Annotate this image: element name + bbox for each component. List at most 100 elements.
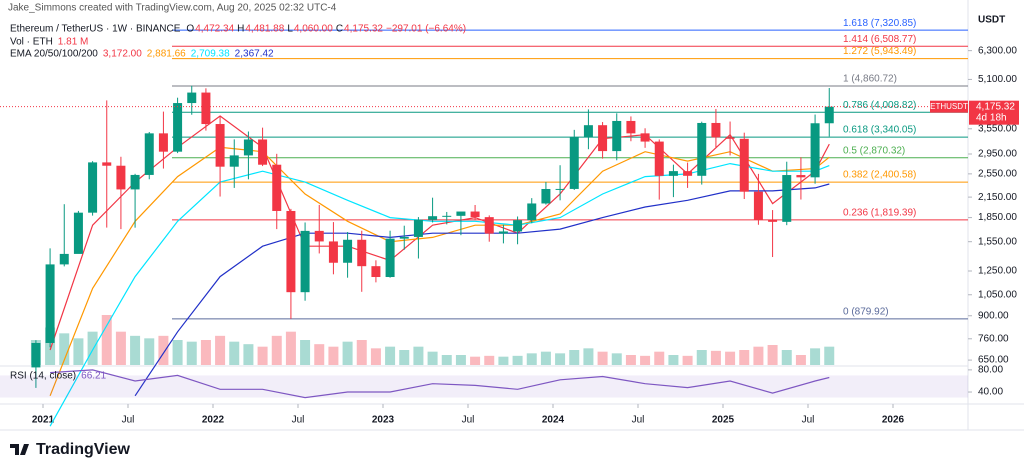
candle-body bbox=[555, 188, 565, 190]
y-tick-label: 760.00 bbox=[978, 333, 1009, 344]
legend-text: 4,481.88 bbox=[245, 24, 284, 35]
volume-bar bbox=[427, 351, 438, 365]
volume-bar bbox=[158, 335, 169, 365]
volume-bar bbox=[370, 348, 381, 365]
legend-text: Vol · ETH bbox=[10, 37, 53, 48]
price-tag bbox=[969, 100, 1019, 125]
candle-body bbox=[711, 122, 721, 138]
legend-text: RSI (14, close) bbox=[10, 371, 76, 382]
x-tick-label: 2026 bbox=[882, 415, 905, 426]
y-tick-label: 1,250.00 bbox=[978, 266, 1017, 277]
candle-body bbox=[73, 212, 83, 254]
candle-body bbox=[343, 239, 353, 263]
volume-bar bbox=[781, 350, 792, 365]
volume-bar bbox=[654, 351, 665, 365]
legend-text: 2,881.66 bbox=[147, 49, 186, 60]
candle-body bbox=[300, 230, 310, 293]
volume-bar bbox=[73, 338, 84, 365]
candle-body bbox=[442, 215, 452, 217]
x-tick-label: 2021 bbox=[32, 415, 55, 426]
symbol-tag bbox=[930, 100, 968, 113]
y-tick-label: 5,100.00 bbox=[978, 74, 1017, 85]
candle-body bbox=[753, 191, 763, 220]
volume-bar bbox=[739, 350, 750, 365]
legend-text: Ethereum / TetherUS · 1W · BINANCE bbox=[10, 24, 181, 35]
volume-bar bbox=[356, 340, 367, 365]
candle-body bbox=[668, 171, 678, 176]
legend-text: 1.81 M bbox=[58, 37, 89, 48]
candle-body bbox=[697, 122, 707, 176]
legend-text: H bbox=[237, 24, 244, 35]
candle-body bbox=[243, 139, 253, 156]
fib-label: 0.5 (2,870.32) bbox=[843, 145, 905, 156]
candle-body bbox=[484, 217, 494, 234]
currency: USDT bbox=[978, 15, 1005, 26]
y-tick-label: 2,150.00 bbox=[978, 192, 1017, 203]
volume-bar bbox=[583, 348, 594, 365]
volume-bar bbox=[484, 355, 495, 365]
rsi-line bbox=[50, 369, 830, 399]
price-tag-label: 4,175.32 bbox=[976, 101, 1015, 112]
candle-body bbox=[810, 123, 820, 178]
legend-text: O bbox=[186, 24, 194, 35]
fib-label: 1 (4,860.72) bbox=[843, 74, 897, 85]
y-tick-label: 1,550.00 bbox=[978, 236, 1017, 247]
candle-body bbox=[541, 188, 551, 204]
volume-bar bbox=[710, 350, 721, 365]
volume-bar bbox=[215, 335, 226, 365]
legend-text: 4,175.32 bbox=[344, 24, 383, 35]
symbol-tag-label: ETHUSDT bbox=[930, 102, 968, 111]
rsi-tick-label: 80.00 bbox=[978, 365, 1003, 376]
y-tick-label: 650.00 bbox=[978, 355, 1009, 366]
legend-text: C bbox=[336, 24, 343, 35]
candle-body bbox=[456, 211, 466, 216]
x-tick-label: 2024 bbox=[542, 415, 565, 426]
x-tick-label: Jul bbox=[462, 415, 475, 426]
volume-bar bbox=[640, 355, 651, 365]
candle-body bbox=[314, 230, 324, 242]
volume-bar bbox=[271, 335, 282, 365]
fib-label: 1.272 (5,943.49) bbox=[843, 46, 916, 57]
x-tick-label: 2022 bbox=[202, 415, 225, 426]
volume-bar bbox=[172, 340, 183, 365]
volume-bar bbox=[342, 341, 353, 365]
candle-body bbox=[88, 162, 98, 213]
candle-body bbox=[824, 106, 834, 124]
fib-label: 0.618 (3,340.05) bbox=[843, 125, 916, 136]
fib-label: 0.236 (1,819.39) bbox=[843, 207, 916, 218]
volume-bar bbox=[441, 355, 452, 365]
fib-label: 0.786 (4,008.82) bbox=[843, 100, 916, 111]
candle-body bbox=[413, 219, 423, 237]
fib-label: 0 (879.92) bbox=[843, 306, 889, 317]
candle-body bbox=[130, 174, 140, 190]
volume-bar bbox=[413, 346, 424, 365]
x-tick-label: Jul bbox=[632, 415, 645, 426]
candle-body bbox=[626, 120, 636, 134]
volume-bar bbox=[597, 351, 608, 365]
candle-body bbox=[201, 92, 211, 125]
fib-label: 0.382 (2,400.58) bbox=[843, 170, 916, 181]
candle-body bbox=[357, 239, 367, 267]
volume-bar bbox=[555, 353, 566, 365]
rsi-tick-label: 40.00 bbox=[978, 387, 1003, 398]
volume-bar bbox=[243, 344, 254, 365]
candle-body bbox=[428, 216, 438, 220]
candle-body bbox=[683, 171, 693, 176]
volume-bar bbox=[399, 350, 410, 365]
candle-body bbox=[498, 231, 508, 234]
candle-body bbox=[527, 203, 537, 221]
candle-body bbox=[31, 342, 41, 368]
candle-body bbox=[229, 155, 239, 167]
candle-body bbox=[739, 138, 749, 192]
candle-body bbox=[768, 219, 778, 222]
candle-body bbox=[173, 103, 183, 152]
volume-bar bbox=[682, 355, 693, 365]
candle-body bbox=[598, 125, 608, 152]
candle-body bbox=[640, 133, 650, 142]
x-tick-label: 2023 bbox=[372, 415, 395, 426]
candle-body bbox=[371, 266, 381, 278]
legend-text: 2,709.38 bbox=[191, 49, 230, 60]
volume-bar bbox=[200, 340, 211, 365]
candle-body bbox=[102, 162, 112, 166]
